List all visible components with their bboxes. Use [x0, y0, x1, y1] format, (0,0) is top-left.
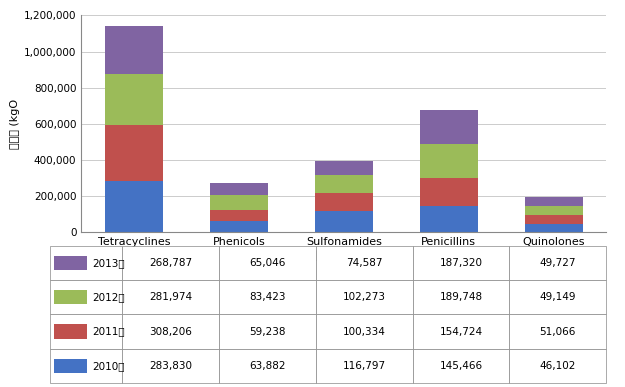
- Bar: [105, 74, 162, 125]
- Text: 49,149: 49,149: [539, 292, 576, 302]
- Bar: [210, 210, 268, 221]
- Text: 2011년: 2011년: [92, 327, 125, 337]
- Bar: [122, 314, 219, 349]
- Text: 46,102: 46,102: [539, 361, 576, 371]
- Text: 2010년: 2010년: [92, 361, 124, 371]
- Bar: [122, 280, 219, 314]
- Text: 74,587: 74,587: [346, 258, 382, 268]
- Bar: [105, 125, 162, 181]
- Y-axis label: 사용량 (kgO: 사용량 (kgO: [10, 99, 20, 149]
- Bar: [54, 359, 87, 373]
- Text: 65,046: 65,046: [249, 258, 286, 268]
- Bar: [315, 193, 372, 211]
- Text: 2012년: 2012년: [92, 292, 125, 302]
- Text: 51,066: 51,066: [539, 327, 576, 337]
- Bar: [105, 26, 162, 74]
- Bar: [122, 246, 219, 280]
- Bar: [420, 206, 478, 232]
- Text: 49,727: 49,727: [539, 258, 576, 268]
- Bar: [525, 206, 582, 215]
- Bar: [50, 349, 122, 383]
- Text: 2013년: 2013년: [92, 258, 125, 268]
- Text: 59,238: 59,238: [249, 327, 286, 337]
- Text: 268,787: 268,787: [149, 258, 192, 268]
- Bar: [509, 314, 606, 349]
- Bar: [525, 224, 582, 232]
- Bar: [525, 197, 582, 206]
- Bar: [210, 195, 268, 210]
- Text: 83,423: 83,423: [249, 292, 286, 302]
- Bar: [412, 280, 509, 314]
- Text: 100,334: 100,334: [343, 327, 386, 337]
- Bar: [50, 314, 122, 349]
- Bar: [210, 221, 268, 232]
- Text: 308,206: 308,206: [149, 327, 192, 337]
- Bar: [315, 211, 372, 232]
- Text: 145,466: 145,466: [439, 361, 483, 371]
- Bar: [509, 246, 606, 280]
- Text: 283,830: 283,830: [149, 361, 192, 371]
- Bar: [54, 256, 87, 270]
- Bar: [509, 280, 606, 314]
- Text: 189,748: 189,748: [439, 292, 483, 302]
- Bar: [315, 161, 372, 175]
- Text: 187,320: 187,320: [439, 258, 483, 268]
- Bar: [412, 349, 509, 383]
- Text: 281,974: 281,974: [149, 292, 192, 302]
- Bar: [219, 314, 316, 349]
- Bar: [316, 314, 412, 349]
- Bar: [105, 181, 162, 232]
- Bar: [420, 178, 478, 206]
- Bar: [54, 290, 87, 305]
- Bar: [509, 349, 606, 383]
- Bar: [50, 246, 122, 280]
- Text: 102,273: 102,273: [342, 292, 386, 302]
- Bar: [122, 349, 219, 383]
- Text: 116,797: 116,797: [342, 361, 386, 371]
- Bar: [420, 110, 478, 144]
- Bar: [219, 280, 316, 314]
- Text: 154,724: 154,724: [439, 327, 483, 337]
- Bar: [420, 144, 478, 178]
- Bar: [316, 246, 412, 280]
- Text: 63,882: 63,882: [249, 361, 286, 371]
- Bar: [525, 215, 582, 224]
- Bar: [54, 324, 87, 339]
- X-axis label: 계열별 사용량 (kg): 계열별 사용량 (kg): [309, 251, 378, 261]
- Bar: [412, 314, 509, 349]
- Bar: [316, 280, 412, 314]
- Bar: [315, 175, 372, 193]
- Bar: [210, 183, 268, 195]
- Bar: [50, 280, 122, 314]
- Bar: [412, 246, 509, 280]
- Bar: [316, 349, 412, 383]
- Bar: [219, 246, 316, 280]
- Bar: [219, 349, 316, 383]
